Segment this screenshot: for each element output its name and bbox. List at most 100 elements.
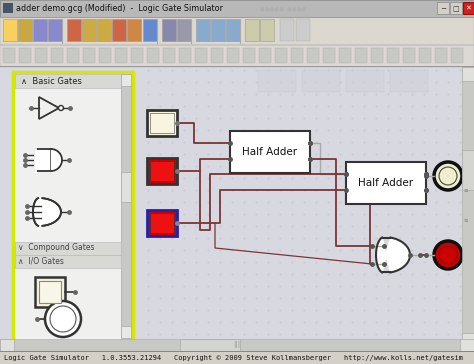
Text: ∧  Basic Gates: ∧ Basic Gates — [21, 76, 82, 86]
Bar — [147, 110, 177, 136]
Bar — [355, 48, 367, 63]
Bar — [307, 48, 319, 63]
Bar — [13, 72, 133, 342]
Polygon shape — [33, 198, 61, 226]
Bar — [35, 277, 65, 307]
Bar — [387, 48, 399, 63]
Bar — [371, 48, 383, 63]
Text: ✕: ✕ — [465, 6, 471, 12]
Bar — [0, 67, 474, 347]
Bar — [3, 48, 15, 63]
Bar — [291, 48, 303, 63]
Text: Half Adder: Half Adder — [242, 147, 298, 157]
Bar — [245, 19, 259, 41]
Bar — [179, 48, 191, 63]
Bar — [15, 74, 121, 88]
Bar — [131, 48, 143, 63]
Bar — [435, 48, 447, 63]
Bar — [463, 2, 474, 14]
Text: ≡: ≡ — [464, 218, 468, 222]
Bar — [33, 19, 47, 41]
Bar — [82, 19, 96, 41]
Bar — [346, 70, 384, 92]
Bar — [48, 19, 62, 41]
Bar — [97, 19, 111, 41]
Bar — [83, 48, 95, 63]
Polygon shape — [376, 238, 410, 272]
Bar — [437, 2, 449, 14]
Bar — [115, 48, 127, 63]
Bar — [0, 339, 14, 351]
Text: Logic Gate Simulator   1.0.3553.21294   Copyright © 2009 Steve Kollmansberger   : Logic Gate Simulator 1.0.3553.21294 Copy… — [4, 355, 463, 361]
Bar — [99, 48, 111, 63]
Bar — [150, 161, 174, 181]
Circle shape — [434, 241, 462, 269]
Bar — [230, 131, 310, 173]
Bar — [67, 19, 81, 41]
Bar — [280, 19, 294, 41]
Bar — [0, 45, 474, 67]
Text: ∨  Compound Gates: ∨ Compound Gates — [18, 244, 94, 253]
Bar — [35, 149, 51, 171]
Bar — [112, 19, 126, 41]
Bar — [0, 66, 474, 67]
Bar — [147, 48, 159, 63]
Bar — [163, 48, 175, 63]
Bar — [227, 48, 239, 63]
Text: ≡: ≡ — [464, 187, 468, 193]
Bar — [39, 281, 61, 303]
Text: |||: ||| — [233, 341, 241, 348]
Bar — [0, 0, 474, 17]
Bar — [403, 48, 415, 63]
Text: ∧  I/O Gates: ∧ I/O Gates — [18, 257, 64, 265]
Circle shape — [58, 106, 64, 111]
Bar — [0, 17, 474, 45]
Bar — [150, 213, 174, 233]
Bar — [302, 70, 340, 92]
Bar — [450, 2, 462, 14]
Bar — [339, 48, 351, 63]
Bar — [0, 0, 474, 17]
Bar — [323, 48, 335, 63]
Bar — [147, 158, 177, 184]
Bar — [162, 19, 176, 41]
Bar — [275, 48, 287, 63]
Bar — [121, 326, 131, 338]
Bar — [35, 48, 47, 63]
Bar — [3, 3, 13, 13]
Text: ─: ─ — [441, 6, 445, 12]
Bar — [0, 352, 474, 364]
Bar — [390, 70, 428, 92]
Circle shape — [434, 162, 462, 190]
Bar — [0, 0, 474, 17]
Bar — [0, 351, 474, 352]
Bar — [259, 48, 271, 63]
Bar — [258, 70, 296, 92]
Bar — [195, 48, 207, 63]
Bar — [462, 333, 474, 347]
Bar — [0, 339, 474, 351]
Bar — [143, 19, 157, 41]
Bar — [18, 19, 32, 41]
Circle shape — [50, 306, 76, 332]
Bar — [147, 210, 177, 236]
Bar — [121, 74, 131, 340]
Bar — [51, 48, 63, 63]
Circle shape — [45, 301, 81, 337]
Bar — [462, 67, 474, 81]
Bar — [419, 48, 431, 63]
Bar — [0, 17, 474, 45]
Bar — [121, 172, 131, 202]
Bar — [3, 19, 17, 41]
Text: Half Adder: Half Adder — [358, 178, 413, 188]
Bar — [211, 19, 225, 41]
Bar — [460, 339, 474, 351]
Bar — [296, 19, 310, 41]
Bar — [196, 19, 210, 41]
Bar — [211, 48, 223, 63]
Bar — [226, 19, 240, 41]
Text: adder demo.gcg (Modified)  -  Logic Gate Simulator: adder demo.gcg (Modified) - Logic Gate S… — [16, 4, 223, 13]
Bar — [243, 48, 255, 63]
Bar — [127, 19, 141, 41]
Bar — [180, 339, 240, 351]
